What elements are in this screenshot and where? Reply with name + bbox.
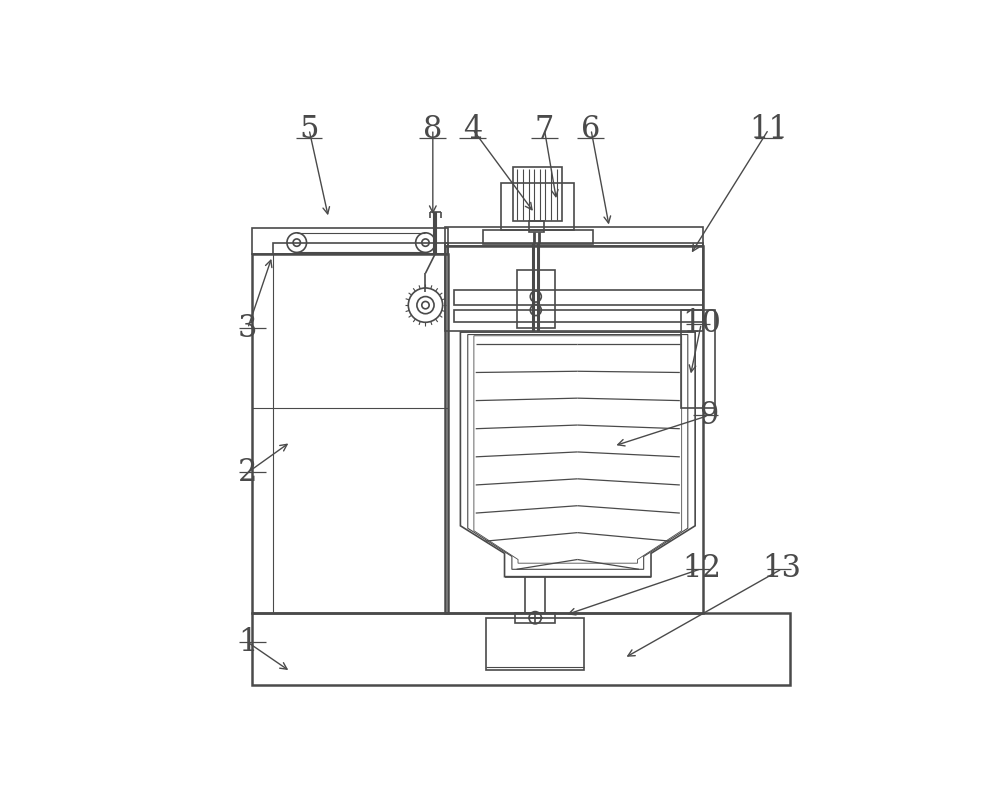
- Bar: [517, 270, 555, 329]
- Text: 1: 1: [238, 626, 257, 657]
- Bar: [525, 576, 545, 614]
- Text: 13: 13: [763, 553, 802, 584]
- Bar: [445, 228, 703, 246]
- Bar: [529, 220, 544, 232]
- Text: 2: 2: [238, 457, 257, 488]
- Bar: [445, 243, 703, 331]
- Text: 9: 9: [699, 400, 718, 431]
- Text: 8: 8: [423, 114, 443, 145]
- Text: 4: 4: [463, 114, 482, 145]
- Bar: [483, 230, 593, 244]
- Bar: [454, 290, 703, 305]
- Bar: [454, 310, 703, 322]
- Text: 6: 6: [581, 114, 601, 145]
- Bar: [515, 613, 555, 622]
- Bar: [273, 243, 448, 254]
- Text: 10: 10: [682, 308, 721, 339]
- Text: 7: 7: [535, 114, 554, 145]
- Text: 5: 5: [299, 114, 319, 145]
- Bar: [501, 182, 574, 230]
- Text: 3: 3: [238, 313, 257, 344]
- Bar: [486, 618, 584, 670]
- Bar: [445, 246, 703, 614]
- Bar: [252, 613, 790, 685]
- Bar: [252, 254, 448, 614]
- Bar: [252, 228, 448, 254]
- Bar: [512, 167, 562, 221]
- Text: 11: 11: [749, 114, 788, 145]
- Bar: [681, 310, 715, 408]
- Text: 12: 12: [682, 553, 721, 584]
